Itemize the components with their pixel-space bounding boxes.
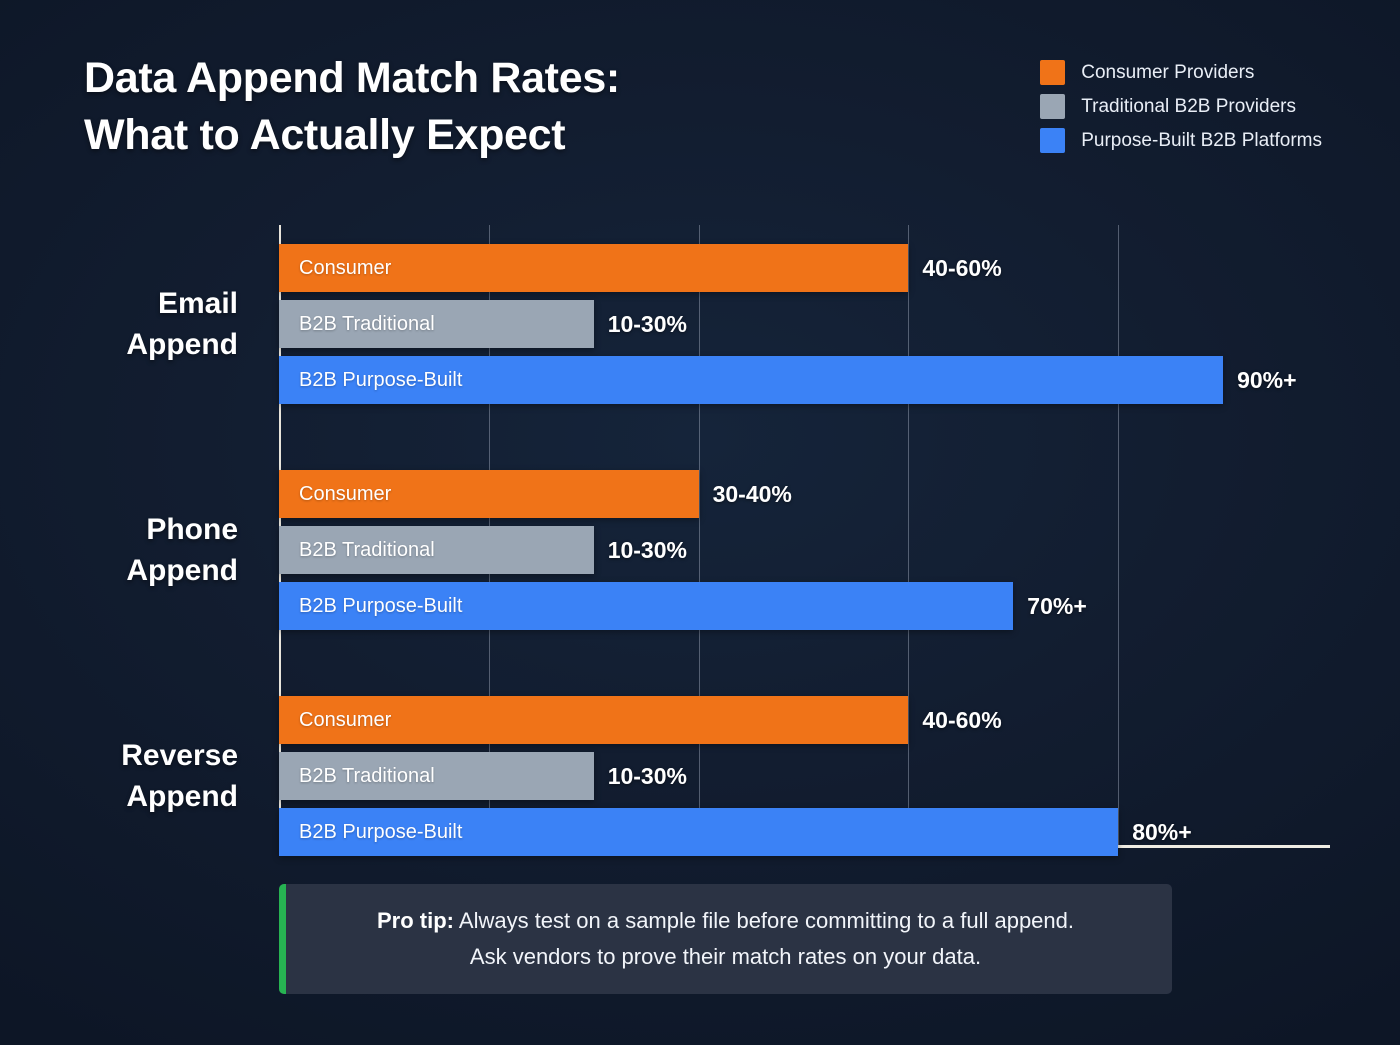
bar-value-label: 80%+: [1132, 818, 1192, 845]
pro-tip-callout: Pro tip: Always test on a sample file be…: [279, 884, 1172, 994]
bar[interactable]: B2B Purpose-Built: [279, 582, 1014, 630]
chart-legend: Consumer Providers Traditional B2B Provi…: [1040, 60, 1322, 153]
bar[interactable]: B2B Traditional: [279, 526, 594, 574]
bar-value-label: 30-40%: [712, 480, 792, 507]
category-label: Email Append: [126, 286, 238, 361]
bar-series-label: Consumer: [299, 708, 392, 731]
bar-chart-plot-area: Consumer 40-60% B2B Traditional 10-30% B2B P…: [279, 225, 1330, 856]
bar-row: B2B Traditional 10-30%: [279, 526, 1328, 574]
bar-value-label: 90%+: [1237, 366, 1297, 393]
legend-swatch-icon-consumer: [1040, 60, 1066, 85]
gridline: [908, 225, 910, 845]
gridline: [698, 225, 700, 845]
bar-series-label: Consumer: [299, 256, 392, 279]
pro-tip-line-1: Always test on a sample file before comm…: [454, 908, 1074, 934]
category-label: Reverse Append: [121, 738, 238, 813]
bar-row: B2B Traditional 10-30%: [279, 752, 1328, 800]
category-label: Phone Append: [126, 512, 238, 587]
gridline: [1118, 225, 1120, 845]
legend-label-purpose-built: Purpose-Built B2B Platforms: [1081, 129, 1322, 151]
bar-row: Consumer 30-40%: [279, 470, 1328, 518]
bar-series-label: B2B Purpose-Built: [299, 368, 463, 391]
bar-series-label: B2B Traditional: [299, 764, 435, 787]
legend-item-traditional-b2b-providers: Traditional B2B Providers: [1040, 94, 1322, 119]
bar-row: B2B Purpose-Built 70%+: [279, 582, 1328, 630]
legend-item-purpose-built-b2b-platforms: Purpose-Built B2B Platforms: [1040, 128, 1322, 153]
bar-row: B2B Traditional 10-30%: [279, 300, 1328, 348]
bar-row: B2B Purpose-Built 90%+: [279, 356, 1328, 404]
pro-tip-accent-bar: [279, 884, 286, 994]
pro-tip-text: Pro tip: Always test on a sample file be…: [337, 903, 1114, 974]
bar-value-label: 70%+: [1027, 592, 1087, 619]
pro-tip-label: Pro tip:: [377, 908, 454, 934]
bar-series-label: B2B Purpose-Built: [299, 820, 463, 843]
bar-value-label: 10-30%: [607, 536, 687, 563]
legend-swatch-icon-purpose-built: [1040, 128, 1066, 153]
bar-row: B2B Purpose-Built 80%+: [279, 808, 1328, 856]
bar[interactable]: Consumer: [279, 696, 909, 744]
header: Data Append Match Rates: What to Actuall…: [0, 0, 1400, 200]
pro-tip-line-2: Ask vendors to prove their match rates o…: [469, 944, 982, 969]
bar[interactable]: Consumer: [279, 470, 699, 518]
legend-item-consumer-providers: Consumer Providers: [1040, 60, 1322, 85]
bar-series-label: B2B Purpose-Built: [299, 594, 463, 617]
page-title: Data Append Match Rates: What to Actuall…: [84, 54, 620, 159]
bar-value-label: 10-30%: [607, 310, 687, 337]
bar-row: Consumer 40-60%: [279, 696, 1328, 744]
legend-swatch-icon-traditional: [1040, 94, 1066, 119]
bar[interactable]: B2B Purpose-Built: [279, 356, 1224, 404]
bar-value-label: 40-60%: [922, 254, 1002, 281]
bar-row: Consumer 40-60%: [279, 244, 1328, 292]
legend-label-traditional: Traditional B2B Providers: [1081, 95, 1296, 117]
bar[interactable]: B2B Traditional: [279, 752, 594, 800]
bar[interactable]: B2B Purpose-Built: [279, 808, 1119, 856]
bar-value-label: 10-30%: [607, 762, 687, 789]
bar-value-label: 40-60%: [922, 706, 1002, 733]
legend-label-consumer: Consumer Providers: [1081, 61, 1255, 83]
bar-series-label: B2B Traditional: [299, 538, 435, 561]
bar-series-label: B2B Traditional: [299, 312, 435, 335]
bar-series-label: Consumer: [299, 482, 392, 505]
bar[interactable]: Consumer: [279, 244, 909, 292]
bar[interactable]: B2B Traditional: [279, 300, 594, 348]
